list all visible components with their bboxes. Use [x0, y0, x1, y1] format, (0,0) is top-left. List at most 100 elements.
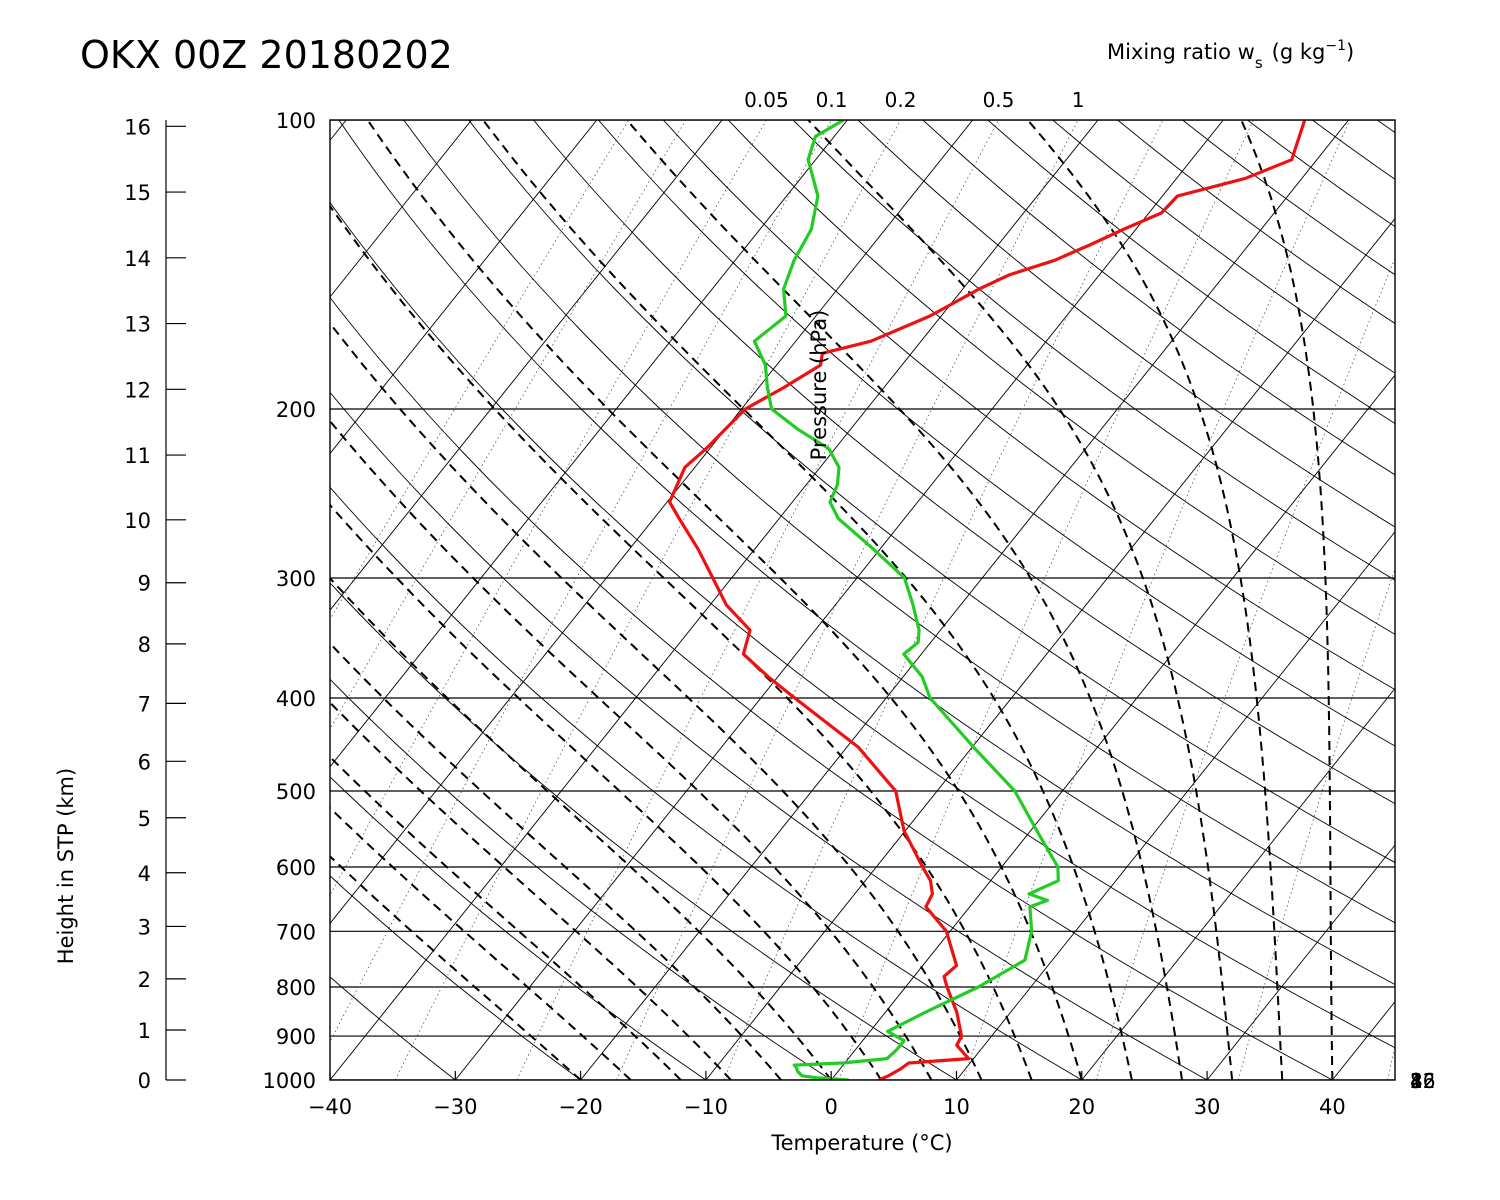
pressure-tick-label: 900: [276, 1025, 316, 1049]
mixing-ratio-top-label: 0.2: [885, 88, 917, 112]
plot-frame: [329, 119, 1396, 1081]
dry-adiabat-line: [1247, 120, 1395, 228]
x-axis-label: Temperature (°C): [770, 1131, 952, 1155]
mixing-ratio-line: [394, 120, 901, 1080]
temperature-axis: −40 −30 −20 −10 0 10 20 30 40: [308, 1071, 1346, 1119]
x-tick-label: 20: [1068, 1095, 1095, 1119]
height-tick-label: 2: [138, 968, 151, 992]
height-tick-label: 14: [124, 247, 151, 271]
dry-adiabat-line: [330, 678, 832, 1080]
mixing-ratio-right-label: 32: [1410, 1069, 1435, 1093]
isotherm-line: [330, 120, 723, 611]
dry-adiabat-line: [1442, 120, 1500, 1080]
mixing-ratio-top-label: 0.5: [983, 88, 1015, 112]
mixing-ratio-line: [330, 120, 630, 621]
x-tick-label: 10: [943, 1095, 970, 1119]
pressure-tick-label: 600: [276, 856, 316, 880]
x-tick-label: 40: [1319, 1095, 1346, 1119]
dry-adiabat-line: [922, 120, 1395, 476]
pressure-axis-label: Pressure (hPa): [807, 310, 831, 461]
mixing-ratio-right-label: 16: [1410, 1069, 1435, 1093]
pressure-tick-label: 500: [276, 780, 316, 804]
isotherm-line: [1458, 120, 1500, 1080]
isotherm-line: [705, 217, 1395, 1080]
x-tick-label: 30: [1194, 1095, 1221, 1119]
moist-adiabat-line: [330, 576, 832, 1080]
height-tick-label: 0: [138, 1069, 151, 1093]
dry-adiabat-line: [330, 296, 1333, 1080]
moist-adiabat-line: [1026, 120, 1284, 1080]
height-tick-label: 8: [138, 633, 151, 657]
mixing-ratio-line: [838, 120, 1254, 1080]
height-tick-label: 12: [124, 378, 151, 402]
pressure-axis: 100 200 300 400 500 600 700 800 900 1000: [263, 109, 316, 1093]
mixing-ratio-subscript: s: [1255, 54, 1263, 72]
moist-adiabat-line: [330, 641, 782, 1080]
isotherm-line: [956, 531, 1395, 1080]
dewpoint-profile: [752, 120, 1060, 1080]
mixing-ratio-line: [962, 120, 1351, 1080]
plot-area: [0, 120, 1500, 1080]
moist-adiabat-line: [330, 419, 933, 1080]
pressure-tick-label: 800: [276, 976, 316, 1000]
moist-adiabat-line: [330, 204, 1033, 1080]
dry-adiabat-line: [662, 120, 1395, 691]
moist-adiabat-line: [330, 755, 682, 1080]
dry-adiabat-line: [338, 120, 1395, 986]
isotherm-line: [1332, 1000, 1395, 1080]
mixing-ratio-line: [616, 120, 1079, 1080]
moist-adiabat-line: [330, 503, 883, 1080]
isotherm-line: [830, 374, 1395, 1080]
mixing-ratio-top-label: 1: [1072, 88, 1085, 112]
height-tick-label: 16: [124, 115, 151, 139]
isotherm-line: [454, 120, 1224, 1080]
moist-adiabat-line: [1240, 120, 1334, 1080]
x-tick-label: −10: [684, 1095, 728, 1119]
isotherm-line: [330, 120, 598, 455]
height-tick-label: 3: [138, 915, 151, 939]
mixing-ratio-right-label: 2: [1410, 1069, 1423, 1093]
isotherm-lines: [0, 120, 1500, 1080]
isotherm-line: [1081, 687, 1395, 1080]
mixing-ratio-title: Mixing ratio ws (g kg−1): [1107, 38, 1354, 72]
mixing-ratio-units-sup: −1: [1325, 38, 1346, 54]
height-tick-label: 5: [138, 807, 151, 831]
isotherm-line: [330, 120, 472, 298]
temperature-profile: [668, 120, 1307, 1080]
mixing-ratio-line: [330, 120, 767, 897]
x-tick-label: −40: [308, 1095, 352, 1119]
dry-adiabat-line: [533, 120, 1395, 805]
isotherm-line: [580, 120, 1349, 1080]
mixing-ratio-top-label: 0.05: [744, 88, 789, 112]
pressure-tick-label: 700: [276, 920, 316, 944]
mixing-ratio-label: Mixing ratio w: [1107, 40, 1255, 64]
x-tick-label: −30: [433, 1095, 477, 1119]
dry-adiabat-line: [1182, 120, 1395, 276]
dry-adiabat-line: [987, 120, 1395, 425]
dry-adiabat-line: [330, 776, 707, 1080]
dry-adiabat-line: [857, 120, 1395, 528]
dry-adiabat-line: [330, 486, 1083, 1080]
mixing-ratio-units: (g kg: [1272, 40, 1326, 64]
mixing-ratio-units-close: ): [1346, 40, 1354, 64]
dry-adiabat-line: [330, 582, 957, 1080]
dry-adiabat-lines: [330, 120, 1500, 1080]
isotherm-line: [0, 120, 96, 1080]
dry-adiabat-line: [727, 120, 1395, 635]
sounding-series: [668, 120, 1307, 1080]
dry-adiabat-line: [1052, 120, 1395, 374]
dry-adiabat-line: [330, 391, 1208, 1080]
height-tick-label: 10: [124, 509, 151, 533]
moist-adiabat-line: [330, 321, 983, 1080]
height-tick-label: 1: [138, 1019, 151, 1043]
mixing-ratio-line: [1237, 567, 1395, 1080]
height-tick-label: 6: [138, 750, 151, 774]
mixing-ratio-line: [330, 120, 832, 1043]
isotherm-line: [0, 120, 221, 1080]
isotherm-line: [330, 120, 1099, 1080]
moist-adiabat-line: [330, 701, 732, 1080]
height-tick-label: 4: [138, 862, 151, 886]
